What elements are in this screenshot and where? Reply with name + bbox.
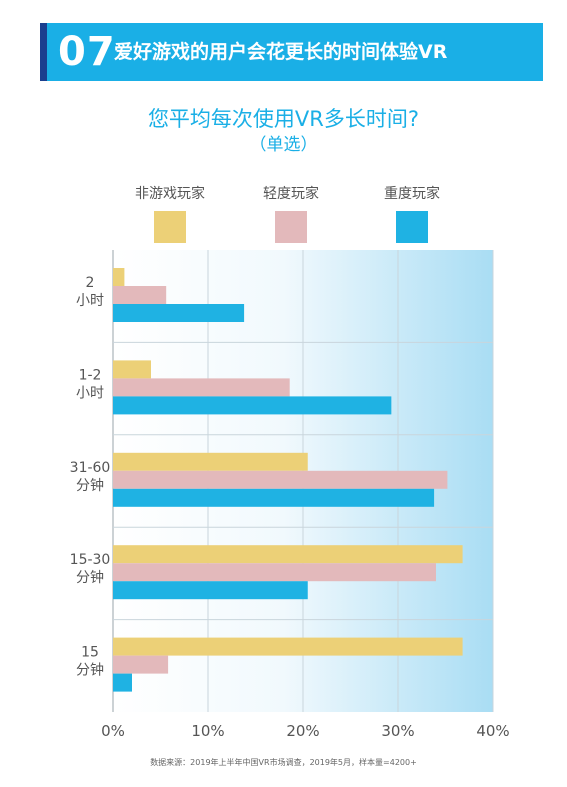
- section-number: 07: [58, 29, 116, 75]
- bar-light-gamer: [113, 470, 448, 489]
- y-category-label: 分钟: [76, 662, 104, 679]
- y-category-label: 小时: [76, 385, 104, 401]
- legend-label-heavy-gamer: 重度玩家: [384, 186, 440, 202]
- x-tick-label: 10%: [191, 722, 224, 740]
- bar-light-gamer: [113, 378, 290, 397]
- y-category-label: 2: [86, 275, 95, 291]
- single-choice-note: （单选）: [249, 135, 318, 155]
- header-title: 爱好游戏的用户会花更长的时间体验VR: [114, 41, 448, 63]
- bar-heavy-gamer: [113, 581, 308, 600]
- legend-item-heavy-gamer: 重度玩家: [357, 183, 467, 243]
- legend-swatch-non-gamer: [154, 211, 186, 243]
- legend-item-light-gamer: 轻度玩家: [236, 183, 346, 243]
- y-category-label: 1-2: [79, 367, 102, 383]
- x-tick-label: 40%: [476, 722, 509, 740]
- legend-label-light-gamer: 轻度玩家: [263, 186, 319, 202]
- bar-heavy-gamer: [113, 396, 392, 415]
- y-category-label: 31-60: [70, 460, 111, 476]
- bar-heavy-gamer: [113, 488, 435, 507]
- data-source-note: 数据来源：2019年上半年中国VR市场调查，2019年5月，样本量=4200+: [150, 758, 417, 767]
- y-category-label: 15: [81, 645, 99, 661]
- y-category-label: 小时: [76, 293, 104, 309]
- x-tick-label: 20%: [286, 722, 319, 740]
- bar-light-gamer: [113, 286, 167, 304]
- chart-question: 您平均每次使用VR多长时间?: [147, 107, 420, 131]
- header-banner: 07 爱好游戏的用户会花更长的时间体验VR: [40, 23, 543, 81]
- bar-light-gamer: [113, 563, 436, 582]
- y-category-label: 分钟: [76, 477, 104, 494]
- y-category-label: 15-30: [70, 552, 111, 568]
- bar-light-gamer: [113, 655, 169, 674]
- bar-non-gamer: [113, 545, 463, 564]
- bar-non-gamer: [113, 452, 308, 471]
- legend-label-non-gamer: 非游戏玩家: [135, 186, 205, 202]
- x-tick-label: 0%: [101, 722, 125, 740]
- bar-non-gamer: [113, 268, 125, 286]
- legend-swatch-heavy-gamer: [396, 211, 428, 243]
- legend-item-non-gamer: 非游戏玩家: [115, 183, 225, 243]
- x-tick-label: 30%: [381, 722, 414, 740]
- y-category-label: 分钟: [76, 569, 104, 586]
- bar-non-gamer: [113, 637, 463, 656]
- bar-non-gamer: [113, 360, 151, 379]
- bar-heavy-gamer: [113, 673, 132, 692]
- header-accent-bar: [40, 23, 47, 81]
- bar-heavy-gamer: [113, 304, 245, 322]
- legend-swatch-light-gamer: [275, 211, 307, 243]
